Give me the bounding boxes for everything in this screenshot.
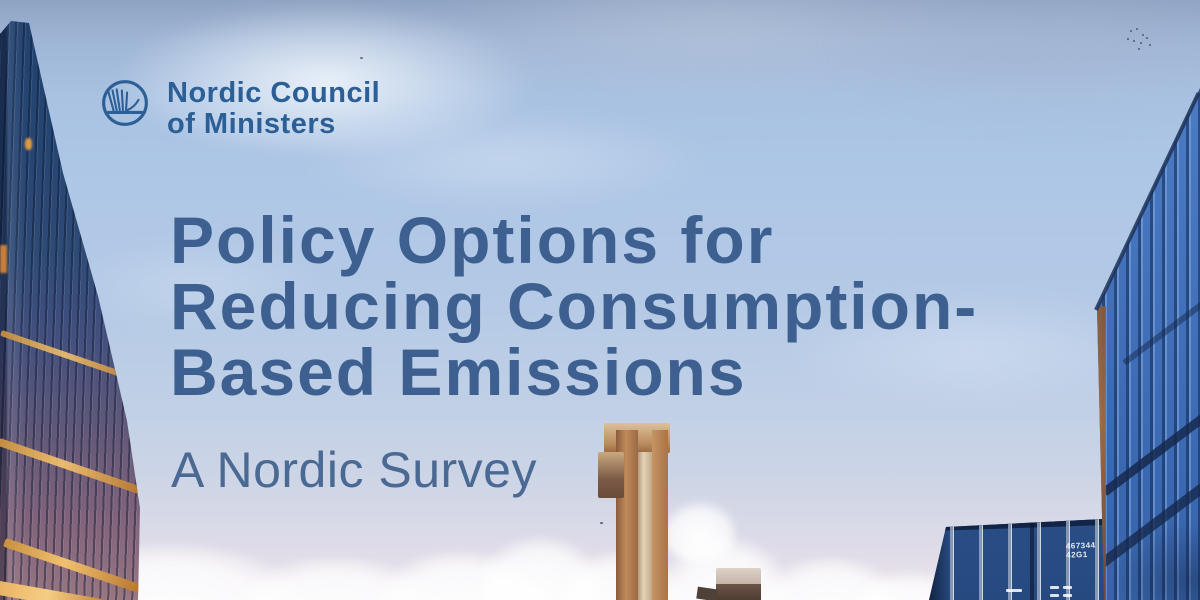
crane-mast-bracket — [598, 452, 624, 498]
report-title: Policy Options for Reducing Consumption-… — [170, 207, 978, 405]
org-name-line1: Nordic Council — [167, 77, 381, 109]
title-line-1: Policy Options for — [170, 203, 775, 277]
title-line-2: Reducing Consumption- — [170, 269, 979, 343]
container-edge-shade — [0, 21, 40, 600]
container-marking: 467344 42G1 — [1066, 540, 1108, 560]
cloud-top-right — [830, 0, 1200, 125]
container-marking-code: 42G1 — [1066, 549, 1088, 560]
bird-flock — [1130, 30, 1132, 32]
container-door-seam — [1030, 521, 1034, 600]
cloud-wisp-left — [60, 240, 330, 330]
sunlight-glint — [25, 138, 32, 150]
distant-bird — [360, 57, 363, 59]
container-door-stencil-mark — [1050, 586, 1059, 589]
title-line-3: Based Emissions — [170, 335, 747, 409]
container-door-stencil-mark — [1006, 589, 1022, 592]
crane-mast-right-leg — [652, 430, 668, 600]
nordic-swan-icon — [102, 80, 148, 126]
sunlight-glint — [0, 245, 7, 273]
container-door-stencil-mark — [1063, 586, 1072, 589]
container-door-shadow-edge — [929, 521, 951, 600]
cloud-wisp-upper — [290, 110, 720, 210]
crane-cab-arm — [696, 586, 718, 600]
org-logo: Nordic Council of Ministers — [100, 78, 380, 140]
container-door-stencil-mark — [1063, 594, 1072, 597]
crane-cab-roof — [716, 568, 761, 585]
container-door-lock-rods — [929, 519, 1108, 600]
container-wall-shadow — [1110, 520, 1200, 600]
org-name: Nordic Council of Ministers — [167, 78, 380, 140]
container-door-stencil-mark — [1050, 594, 1059, 597]
crane-cab-body — [716, 584, 761, 600]
cloud-puff-small — [662, 502, 737, 562]
distant-bird — [600, 522, 603, 524]
crane-mast-cylinder — [638, 452, 652, 600]
container-rust-edge — [1097, 306, 1106, 600]
report-subtitle: A Nordic Survey — [171, 442, 537, 498]
org-name-line2: of Ministers — [167, 108, 336, 140]
